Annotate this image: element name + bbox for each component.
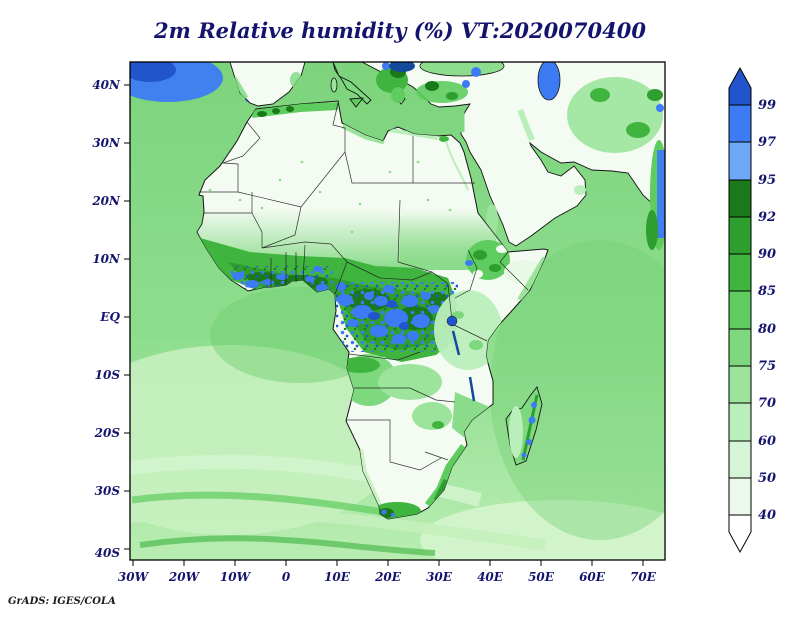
x-tick-label: 70E [630,570,657,584]
africa-humidity-shading [197,102,548,519]
sahara-speckles [208,160,452,234]
y-tick-label: 30N [92,136,121,150]
y-tick-label: 30S [95,484,121,498]
colorbar-label: 95 [758,173,776,188]
colorbar-label: 75 [758,359,776,374]
country-borders [199,102,529,471]
madagascar [505,386,543,466]
y-tick-label: 10N [92,252,121,266]
colorbar-label: 92 [758,210,776,225]
y-tick-label: 40N [92,78,121,92]
eurasia-humidity-shading [231,62,665,250]
colorbar-cell [728,179,752,218]
x-tick-label: 0 [282,570,291,584]
caspian-sea [537,62,561,101]
colorbar-label: 50 [758,471,776,486]
x-tick-label: 40E [477,570,504,584]
colorbar-cell [728,104,752,143]
x-tick-label: 50E [528,570,555,584]
colorbar-bottom-arrow [728,514,752,554]
x-axis-labels: 30W 20W 10W 0 10E 20E 30E 40E 50E 60E 70… [118,570,657,584]
colorbar-cell [728,253,752,292]
colorbar-label: 70 [758,396,776,411]
x-tick-label: 20E [374,570,402,584]
y-tick-label: EQ [99,310,120,324]
y-tick-label: 10S [95,368,121,382]
colorbar-label: 80 [758,322,776,337]
sardinia [330,77,338,93]
x-tick-label: 10W [220,570,252,584]
eurasia-landmass [229,62,665,250]
map-frame [129,61,666,561]
colorbar-label: 99 [758,98,776,113]
y-tick-label: 20N [91,194,121,208]
colorbar-label: 85 [758,284,776,299]
colorbar-cell [728,328,752,367]
y-tick-label: 40S [95,546,121,560]
colorbar-cell [728,402,752,442]
x-axis-ticks [132,560,644,566]
x-tick-label: 10E [324,570,351,584]
colorbar-cell [728,290,752,330]
x-tick-label: 30E [426,570,453,584]
x-tick-label: 30W [118,570,150,584]
y-axis-ticks [124,84,130,550]
y-axis-labels: 40N 30N 20N 10N EQ 10S 20S 30S 40S [91,78,121,560]
colorbar-cell [728,365,752,404]
colorbar-labels: 99 97 95 92 90 85 80 75 70 60 50 40 [758,98,776,523]
colorbar-label: 60 [758,434,776,449]
sicily [349,97,364,108]
colorbar-label: 97 [758,135,776,150]
colorbar-cell [728,141,752,181]
colorbar-label: 90 [758,247,776,262]
plot-title: 2m Relative humidity (%) VT:2020070400 [153,18,646,43]
colorbar-cell [728,440,752,479]
colorbar-cell [728,216,752,255]
lakes [446,315,476,402]
colorbar-label: 40 [758,508,776,523]
black-sea [419,62,505,77]
grads-credit-text: GrADS: IGES/COLA [8,596,116,607]
italy-coastline [332,62,372,105]
y-tick-label: 20S [94,426,121,440]
colorbar-top-arrow [728,66,752,106]
map-plot-area [130,62,665,560]
colorbar: 99 97 95 92 90 85 80 75 70 60 50 40 [728,66,776,554]
colorbar-cell [728,477,752,516]
x-tick-label: 60E [579,570,606,584]
x-tick-label: 20W [168,570,201,584]
